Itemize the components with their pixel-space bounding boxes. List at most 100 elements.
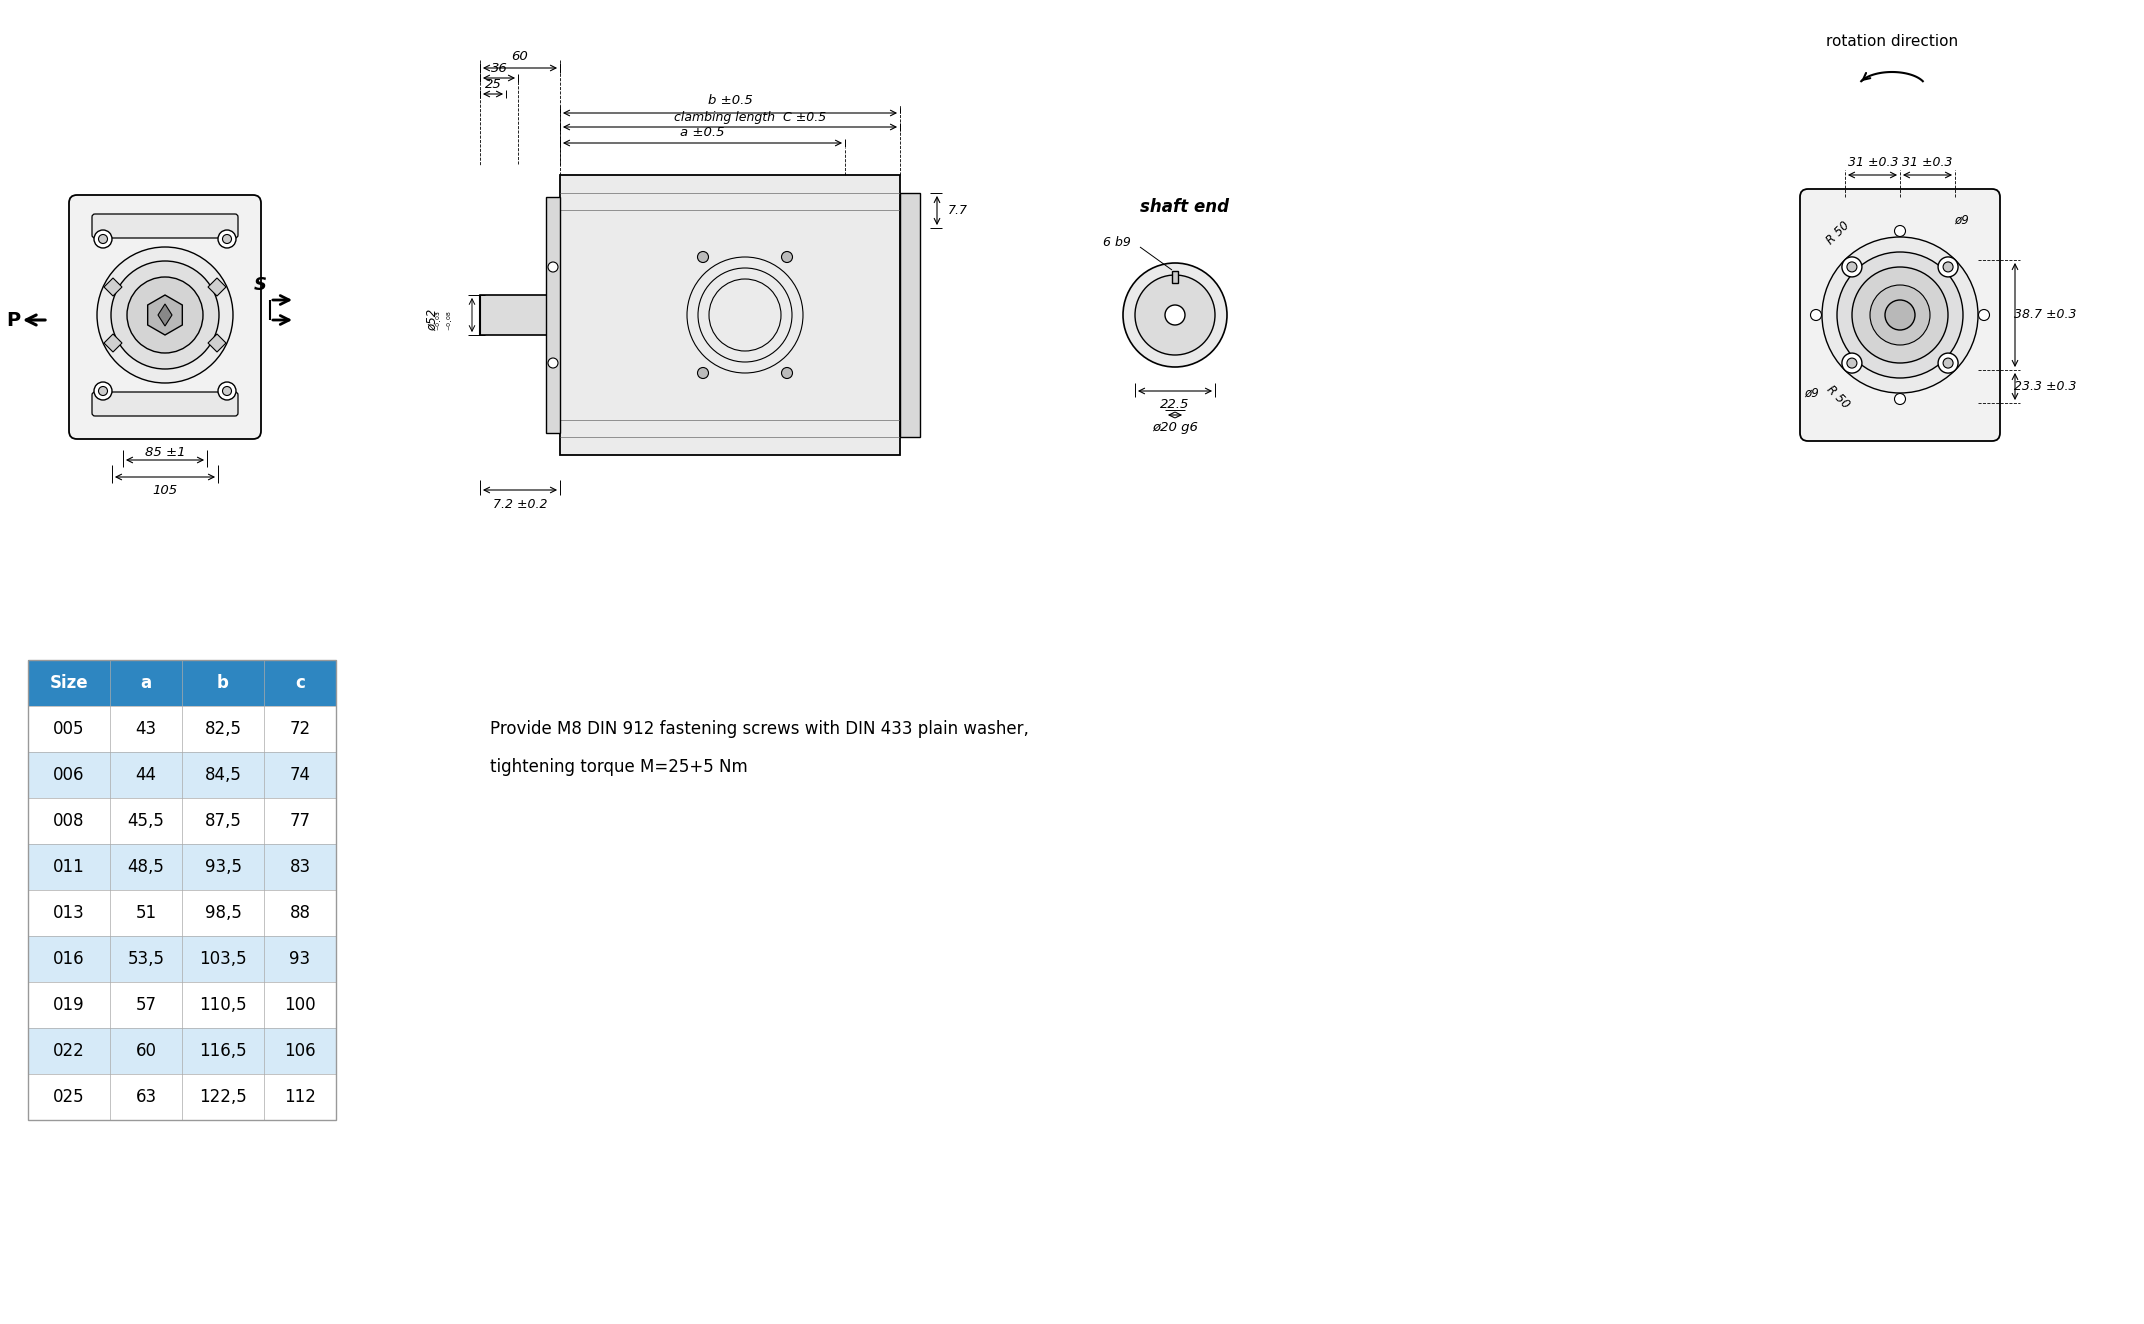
Bar xyxy=(182,843,264,890)
Circle shape xyxy=(219,383,236,400)
Circle shape xyxy=(1837,252,1964,377)
Bar xyxy=(109,752,182,798)
Text: a: a xyxy=(142,674,152,692)
Bar xyxy=(28,659,109,706)
Circle shape xyxy=(1942,262,1953,271)
Circle shape xyxy=(1123,263,1226,367)
Circle shape xyxy=(697,368,708,379)
Bar xyxy=(109,1027,182,1074)
Circle shape xyxy=(1822,237,1979,393)
Circle shape xyxy=(1895,393,1906,405)
Bar xyxy=(264,936,337,982)
Text: 63: 63 xyxy=(135,1088,157,1106)
Circle shape xyxy=(1942,357,1953,368)
Circle shape xyxy=(1979,310,1990,320)
Circle shape xyxy=(126,277,204,354)
Polygon shape xyxy=(105,278,122,297)
Text: 103,5: 103,5 xyxy=(199,951,247,968)
Bar xyxy=(264,659,337,706)
Text: 116,5: 116,5 xyxy=(199,1042,247,1061)
Bar xyxy=(109,843,182,890)
Text: Provide M8 DIN 912 fastening screws with DIN 433 plain washer,: Provide M8 DIN 912 fastening screws with… xyxy=(491,720,1029,737)
Bar xyxy=(109,890,182,936)
Text: 93,5: 93,5 xyxy=(204,858,242,876)
Text: 008: 008 xyxy=(54,812,86,830)
Text: 22.5: 22.5 xyxy=(1160,399,1190,412)
Text: ø9: ø9 xyxy=(1955,213,1970,226)
Bar xyxy=(109,798,182,843)
Circle shape xyxy=(223,234,232,244)
Bar xyxy=(28,706,109,752)
Bar xyxy=(28,752,109,798)
Text: 84,5: 84,5 xyxy=(204,767,242,784)
Text: 43: 43 xyxy=(135,720,157,737)
Circle shape xyxy=(549,262,557,271)
Circle shape xyxy=(1846,262,1857,271)
Polygon shape xyxy=(208,334,225,352)
Circle shape xyxy=(94,383,111,400)
Circle shape xyxy=(1938,354,1957,373)
Circle shape xyxy=(223,387,232,396)
Text: 72: 72 xyxy=(289,720,311,737)
Circle shape xyxy=(1852,267,1949,363)
Circle shape xyxy=(1164,305,1186,324)
Text: rotation direction: rotation direction xyxy=(1827,34,1957,49)
Text: 112: 112 xyxy=(283,1088,315,1106)
Bar xyxy=(182,890,264,936)
Bar xyxy=(264,890,337,936)
Polygon shape xyxy=(105,334,122,352)
Text: 51: 51 xyxy=(135,904,157,922)
Text: 31 ±0.3: 31 ±0.3 xyxy=(1848,155,1897,168)
Bar xyxy=(547,197,560,433)
Text: 106: 106 xyxy=(285,1042,315,1061)
Circle shape xyxy=(99,387,107,396)
Text: 25: 25 xyxy=(485,78,502,90)
Bar xyxy=(28,982,109,1027)
Bar xyxy=(182,706,264,752)
Text: 7.7: 7.7 xyxy=(948,204,967,217)
FancyBboxPatch shape xyxy=(92,214,238,238)
Text: 105: 105 xyxy=(152,483,178,496)
Circle shape xyxy=(96,248,234,383)
Text: 005: 005 xyxy=(54,720,86,737)
Text: 022: 022 xyxy=(54,1042,86,1061)
Bar xyxy=(109,659,182,706)
Text: 53,5: 53,5 xyxy=(126,951,165,968)
FancyBboxPatch shape xyxy=(1801,189,2000,441)
Text: 48,5: 48,5 xyxy=(126,858,165,876)
Text: R 50: R 50 xyxy=(1825,383,1852,410)
Circle shape xyxy=(99,234,107,244)
Text: b: b xyxy=(217,674,229,692)
FancyBboxPatch shape xyxy=(69,195,262,440)
Text: tightening torque M=25+5 Nm: tightening torque M=25+5 Nm xyxy=(491,759,748,776)
Text: 45,5: 45,5 xyxy=(126,812,165,830)
Text: 013: 013 xyxy=(54,904,86,922)
Text: 77: 77 xyxy=(289,812,311,830)
Circle shape xyxy=(697,252,708,262)
Text: R 50: R 50 xyxy=(1825,218,1852,248)
Text: 60: 60 xyxy=(512,49,527,62)
Text: 57: 57 xyxy=(135,996,157,1014)
Text: 83: 83 xyxy=(289,858,311,876)
Text: 7.2 ±0.2: 7.2 ±0.2 xyxy=(493,499,547,511)
Bar xyxy=(28,936,109,982)
Polygon shape xyxy=(208,278,225,297)
Bar xyxy=(264,798,337,843)
Text: P: P xyxy=(6,311,19,330)
Text: ⁻⁰·⁰³
⁻⁰·⁰⁸: ⁻⁰·⁰³ ⁻⁰·⁰⁸ xyxy=(435,310,457,330)
Bar xyxy=(264,706,337,752)
Text: 87,5: 87,5 xyxy=(204,812,242,830)
Bar xyxy=(900,193,920,437)
Text: c: c xyxy=(296,674,304,692)
FancyBboxPatch shape xyxy=(92,392,238,416)
Bar xyxy=(109,706,182,752)
Circle shape xyxy=(94,230,111,248)
Circle shape xyxy=(783,252,793,262)
Text: 019: 019 xyxy=(54,996,86,1014)
Bar xyxy=(264,1027,337,1074)
Bar xyxy=(109,1074,182,1120)
Text: 82,5: 82,5 xyxy=(204,720,242,737)
Text: 31 ±0.3: 31 ±0.3 xyxy=(1902,155,1953,168)
Circle shape xyxy=(219,230,236,248)
Polygon shape xyxy=(159,305,172,326)
